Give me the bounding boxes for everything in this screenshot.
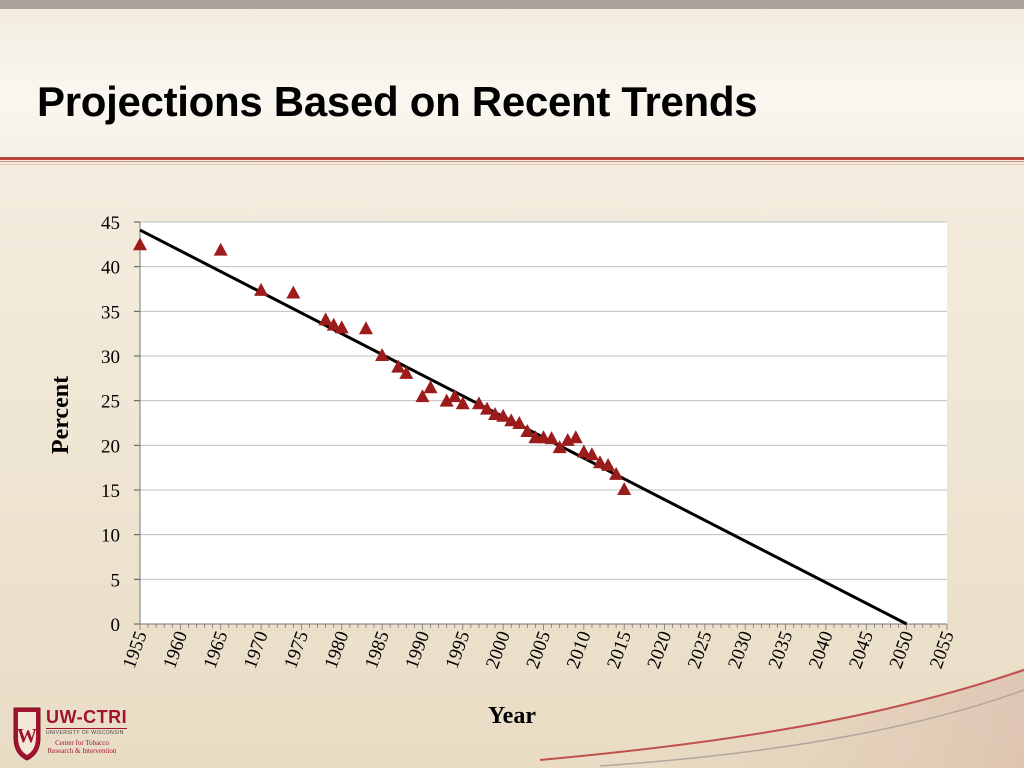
x-tick-label-1985: 1985 xyxy=(361,629,394,672)
title-band xyxy=(0,9,1024,157)
axes xyxy=(134,221,948,630)
x-tick-label-1955: 1955 xyxy=(119,629,152,672)
x-tick-label-2000: 2000 xyxy=(482,629,515,672)
data-point-1993 xyxy=(439,393,454,407)
logo-text: UW-CTRI UNIVERSITY OF WISCONSIN Center f… xyxy=(46,707,128,755)
x-tick-label-2055: 2055 xyxy=(926,629,959,672)
x-tick-label-2005: 2005 xyxy=(522,629,555,672)
x-tick-labels: 1955 1960 1965 1970 1975 1980 1985 1990 1995 2000… xyxy=(119,629,959,672)
x-tick-label-2035: 2035 xyxy=(765,629,798,672)
data-point-1974 xyxy=(286,285,301,299)
data-point-2010 xyxy=(576,444,591,458)
data-point-2007 xyxy=(552,440,567,454)
top-bar xyxy=(0,0,1024,9)
data-point-2012 xyxy=(592,455,607,469)
x-tick-label-2015: 2015 xyxy=(603,629,636,672)
x-tick-label-2010: 2010 xyxy=(563,629,596,672)
x-tick-label-1970: 1970 xyxy=(240,629,273,672)
y-tick-label-35: 35 xyxy=(101,302,120,323)
y-tick-label-30: 30 xyxy=(101,347,120,368)
data-point-1980 xyxy=(334,320,349,334)
x-tick-label-1980: 1980 xyxy=(321,629,354,672)
data-points xyxy=(133,237,632,496)
y-tick-label-20: 20 xyxy=(101,436,120,457)
title-rule xyxy=(0,157,1024,160)
plot-area xyxy=(140,222,947,624)
data-point-1970 xyxy=(254,282,269,296)
data-point-2015 xyxy=(617,482,632,496)
gridlines xyxy=(140,221,947,580)
x-tick-label-1960: 1960 xyxy=(159,629,192,672)
data-point-1955 xyxy=(133,237,147,251)
x-tick-label-2040: 2040 xyxy=(805,629,838,672)
data-point-2014 xyxy=(609,466,624,480)
data-point-2006 xyxy=(544,431,559,445)
data-point-1991 xyxy=(423,380,438,394)
logo-name: UW-CTRI xyxy=(46,707,128,727)
data-point-1978 xyxy=(318,312,333,326)
data-point-1999 xyxy=(488,407,503,421)
y-axis-label: Percent xyxy=(48,376,74,454)
logo-university: UNIVERSITY OF WISCONSIN xyxy=(46,728,128,736)
data-point-1994 xyxy=(447,389,462,403)
y-tick-labels: 0 5 10 15 20 25 30 35 40 45 xyxy=(101,213,120,636)
uw-crest-logo: W xyxy=(13,707,41,761)
data-point-1979 xyxy=(326,317,341,331)
data-point-2000 xyxy=(496,408,511,422)
logo-center-name: Center for Tobacco Research & Interventi… xyxy=(46,739,118,755)
slide-title: Projections Based on Recent Trends xyxy=(37,78,758,125)
x-tick-label-2050: 2050 xyxy=(886,629,919,672)
data-point-1990 xyxy=(415,389,430,403)
y-tick-label-15: 15 xyxy=(101,481,120,502)
x-tick-label-1995: 1995 xyxy=(442,629,475,672)
y-tick-label-45: 45 xyxy=(101,213,120,234)
data-point-2003 xyxy=(520,424,535,437)
x-tick-label-1975: 1975 xyxy=(280,629,313,672)
x-tick-label-1965: 1965 xyxy=(200,629,233,672)
logo-center-line2: Research & Intervention xyxy=(47,747,117,755)
x-tick-label-1990: 1990 xyxy=(401,629,434,672)
x-tick-label-2045: 2045 xyxy=(845,629,878,672)
data-point-1965 xyxy=(213,242,228,256)
data-point-2009 xyxy=(568,430,583,444)
y-tick-label-25: 25 xyxy=(101,392,120,413)
x-axis-label: Year xyxy=(488,703,536,729)
logo-center-line1: Center for Tobacco xyxy=(55,739,109,747)
data-point-1983 xyxy=(358,321,373,335)
data-point-2013 xyxy=(601,457,616,471)
x-tick-label-2020: 2020 xyxy=(644,629,677,672)
x-tick-label-2030: 2030 xyxy=(724,629,757,672)
data-point-2001 xyxy=(504,413,519,427)
y-tick-label-5: 5 xyxy=(111,570,121,591)
y-tick-label-10: 10 xyxy=(101,526,120,547)
x-tick-label-2025: 2025 xyxy=(684,629,717,672)
data-point-1998 xyxy=(480,401,495,415)
y-tick-label-40: 40 xyxy=(101,258,120,279)
svg-text:W: W xyxy=(17,725,37,747)
title-rule-thin xyxy=(0,161,1024,162)
data-point-1987 xyxy=(391,359,406,373)
title-rule-light xyxy=(0,164,1024,165)
data-point-1997 xyxy=(471,396,486,410)
decorative-swoosh xyxy=(500,668,1024,768)
data-point-1988 xyxy=(399,365,414,379)
data-point-2002 xyxy=(512,416,527,429)
data-point-2011 xyxy=(584,447,599,461)
data-point-1985 xyxy=(375,348,390,362)
data-point-1995 xyxy=(455,396,470,410)
y-tick-label-0: 0 xyxy=(111,615,121,636)
